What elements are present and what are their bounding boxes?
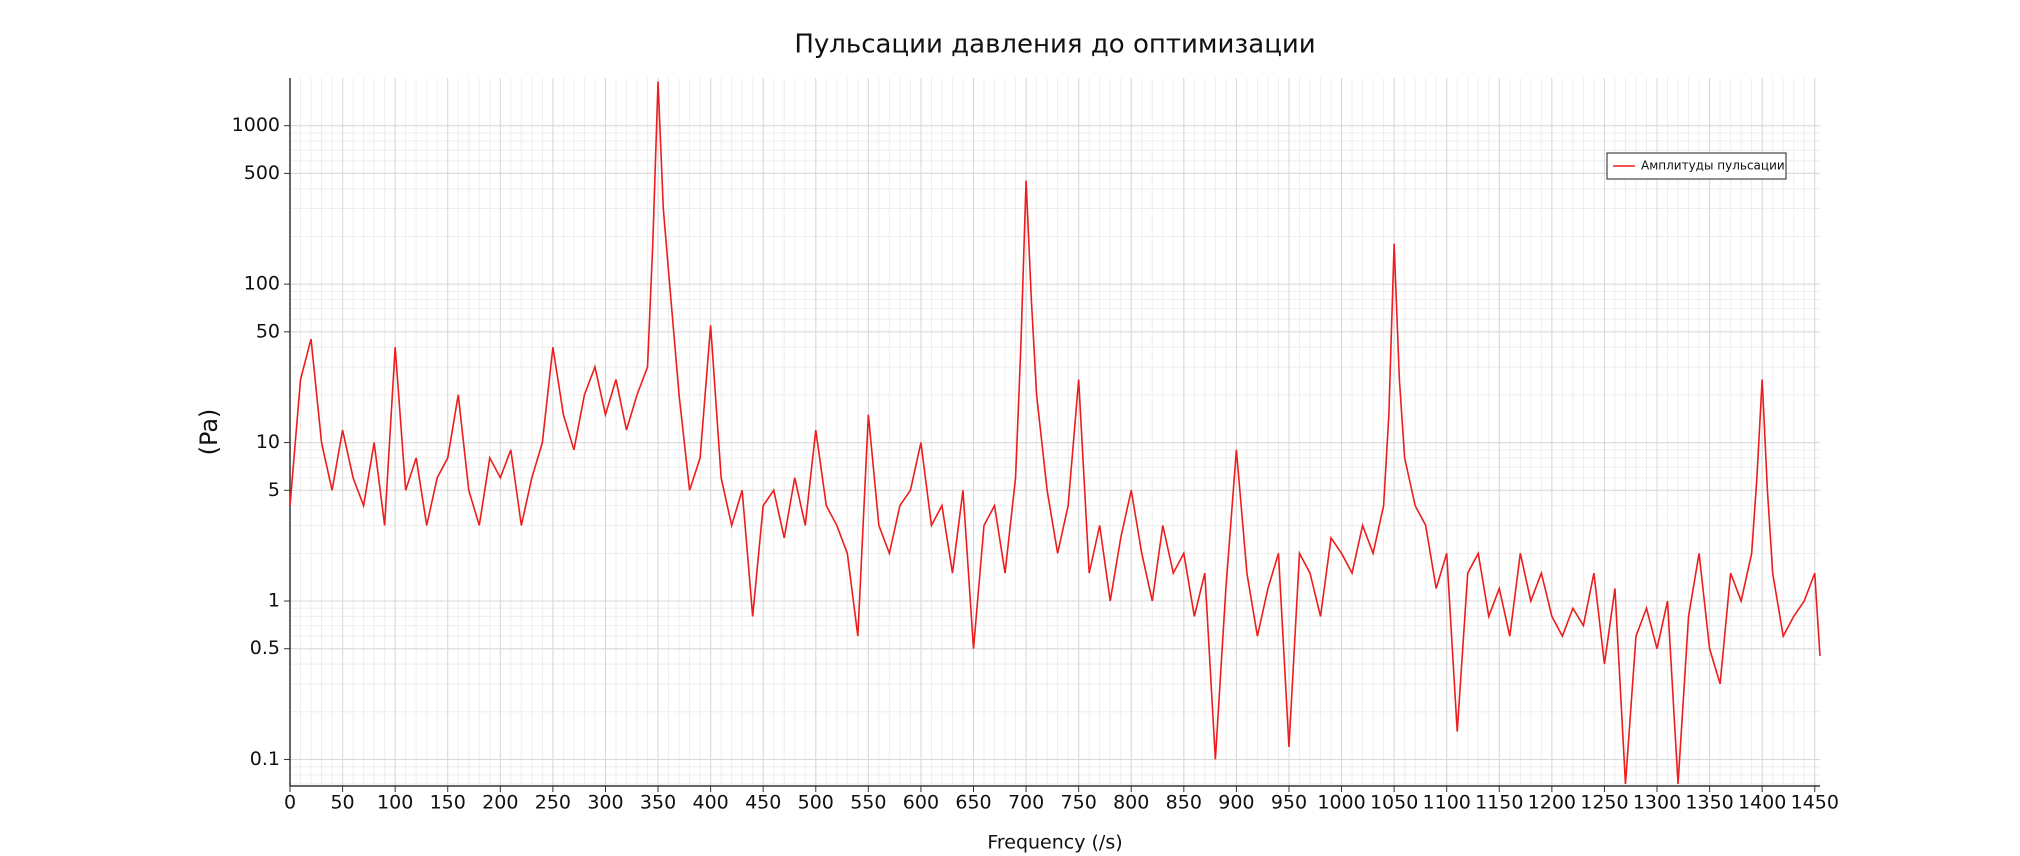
- y-tick-label: 50: [256, 320, 280, 342]
- x-tick-label: 350: [640, 792, 676, 814]
- x-tick-label: 1350: [1685, 792, 1733, 814]
- x-tick-label: 500: [798, 792, 834, 814]
- chart-title: Пульсации давления до оптимизации: [794, 30, 1315, 60]
- x-tick-label: 1100: [1423, 792, 1471, 814]
- y-tick-label: 1000: [232, 114, 280, 136]
- x-tick-label: 950: [1271, 792, 1307, 814]
- x-tick-label: 450: [745, 792, 781, 814]
- x-tick-label: 1250: [1580, 792, 1628, 814]
- x-tick-label: 600: [903, 792, 939, 814]
- x-tick-label: 1000: [1317, 792, 1365, 814]
- y-tick-label: 0.5: [250, 637, 280, 659]
- x-tick-label: 400: [692, 792, 728, 814]
- x-tick-label: 1400: [1738, 792, 1786, 814]
- x-tick-label: 900: [1218, 792, 1254, 814]
- x-tick-label: 200: [482, 792, 518, 814]
- x-tick-label: 550: [850, 792, 886, 814]
- x-tick-label: 1300: [1633, 792, 1681, 814]
- x-tick-label: 800: [1113, 792, 1149, 814]
- y-tick-label: 1: [268, 590, 280, 612]
- x-tick-label: 1450: [1791, 792, 1839, 814]
- x-tick-label: 150: [430, 792, 466, 814]
- x-tick-label: 850: [1166, 792, 1202, 814]
- y-tick-label: 0.1: [250, 748, 280, 770]
- x-tick-label: 650: [955, 792, 991, 814]
- x-axis-label: Frequency (/s): [987, 832, 1122, 854]
- y-axis-label: (Pa): [195, 409, 223, 456]
- x-tick-label: 750: [1061, 792, 1097, 814]
- x-tick-label: 700: [1008, 792, 1044, 814]
- x-tick-label: 100: [377, 792, 413, 814]
- y-tick-label: 10: [256, 431, 280, 453]
- legend-label: Амплитуды пульсации: [1641, 159, 1785, 173]
- x-tick-label: 0: [284, 792, 296, 814]
- y-tick-label: 5: [268, 479, 280, 501]
- x-tick-label: 250: [535, 792, 571, 814]
- x-tick-label: 300: [587, 792, 623, 814]
- y-tick-label: 100: [244, 273, 280, 295]
- x-tick-label: 1050: [1370, 792, 1418, 814]
- line-series: [289, 81, 1821, 785]
- legend-box: [1606, 152, 1787, 180]
- y-tick-label: 500: [244, 162, 280, 184]
- x-tick-label: 1150: [1475, 792, 1523, 814]
- x-tick-label: 50: [330, 792, 354, 814]
- x-tick-label: 1200: [1528, 792, 1576, 814]
